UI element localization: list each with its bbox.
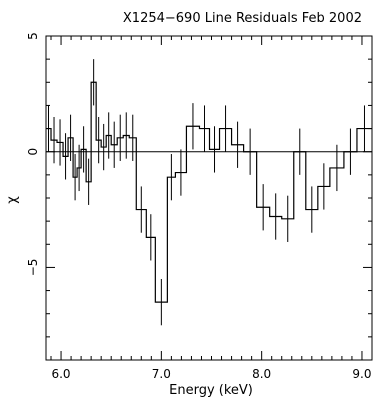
y-tick-label: 0 [26, 148, 40, 156]
plot-frame [45, 35, 373, 361]
x-tick-label: 6.0 [51, 367, 70, 381]
y-tick-label: −5 [26, 259, 40, 277]
chart-title: X1254−690 Line Residuals Feb 2002 [123, 11, 362, 26]
tick-labels: 6.0 7.0 8.0 9.0 −5 0 5 [26, 32, 372, 381]
x-tick-label: 8.0 [252, 367, 271, 381]
x-tick-label: 7.0 [152, 367, 171, 381]
y-axis-label: χ [5, 196, 20, 204]
axis-ticks [46, 35, 373, 361]
residual-step-line [46, 81, 372, 303]
x-tick-label: 9.0 [352, 367, 371, 381]
y-tick-label: 5 [26, 32, 40, 40]
x-axis-label: Energy (keV) [169, 383, 253, 398]
residual-series [46, 59, 372, 326]
